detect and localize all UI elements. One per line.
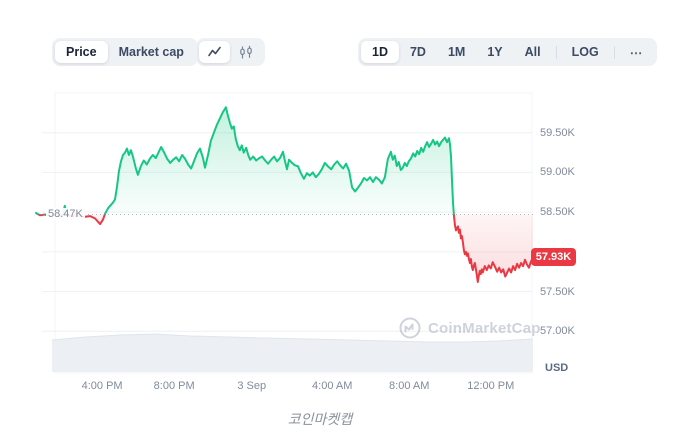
range-1d-button[interactable]: 1D [361,41,399,63]
market-cap-tab[interactable]: Market cap [108,41,195,63]
last-price-badge: 57.93K [531,248,576,267]
x-axis-label: 8:00 PM [153,380,195,392]
chart-type-toggle-group [196,38,265,66]
divider [555,45,557,59]
range-toggle-group: 1D 7D 1M 1Y All LOG ⋯ [358,38,658,66]
x-axis-label: 4:00 AM [312,380,353,392]
currency-label: USD [545,362,569,374]
price-tab[interactable]: Price [55,41,108,63]
y-axis-label: 59.00K [540,166,575,179]
x-axis-label: 8:00 AM [389,380,430,392]
y-axis-label: 57.50K [540,285,575,298]
candlestick-icon[interactable] [230,41,262,63]
line-chart-glyph [208,46,221,57]
x-axis-label: 4:00 PM [81,380,123,392]
range-1m-button[interactable]: 1M [437,41,476,63]
line-chart-icon[interactable] [199,41,230,63]
divider [613,45,615,59]
x-axis-label: 12:00 PM [467,380,515,392]
image-caption: 코인마켓캡 [287,411,353,427]
previous-close-label: 58.47K [46,207,85,221]
range-1y-button[interactable]: 1Y [476,41,513,63]
candlestick-glyph [240,45,252,58]
more-options-button[interactable]: ⋯ [619,41,655,63]
metric-toggle-group: Price Market cap [52,38,198,66]
y-axis-label: 58.50K [540,206,575,219]
log-scale-button[interactable]: LOG [561,41,610,63]
range-7d-button[interactable]: 7D [399,41,437,63]
range-all-button[interactable]: All [514,41,552,63]
y-axis-label: 57.00K [540,325,575,338]
x-axis-label: 3 Sep [237,380,267,392]
y-axis-label: 59.50K [540,126,575,139]
